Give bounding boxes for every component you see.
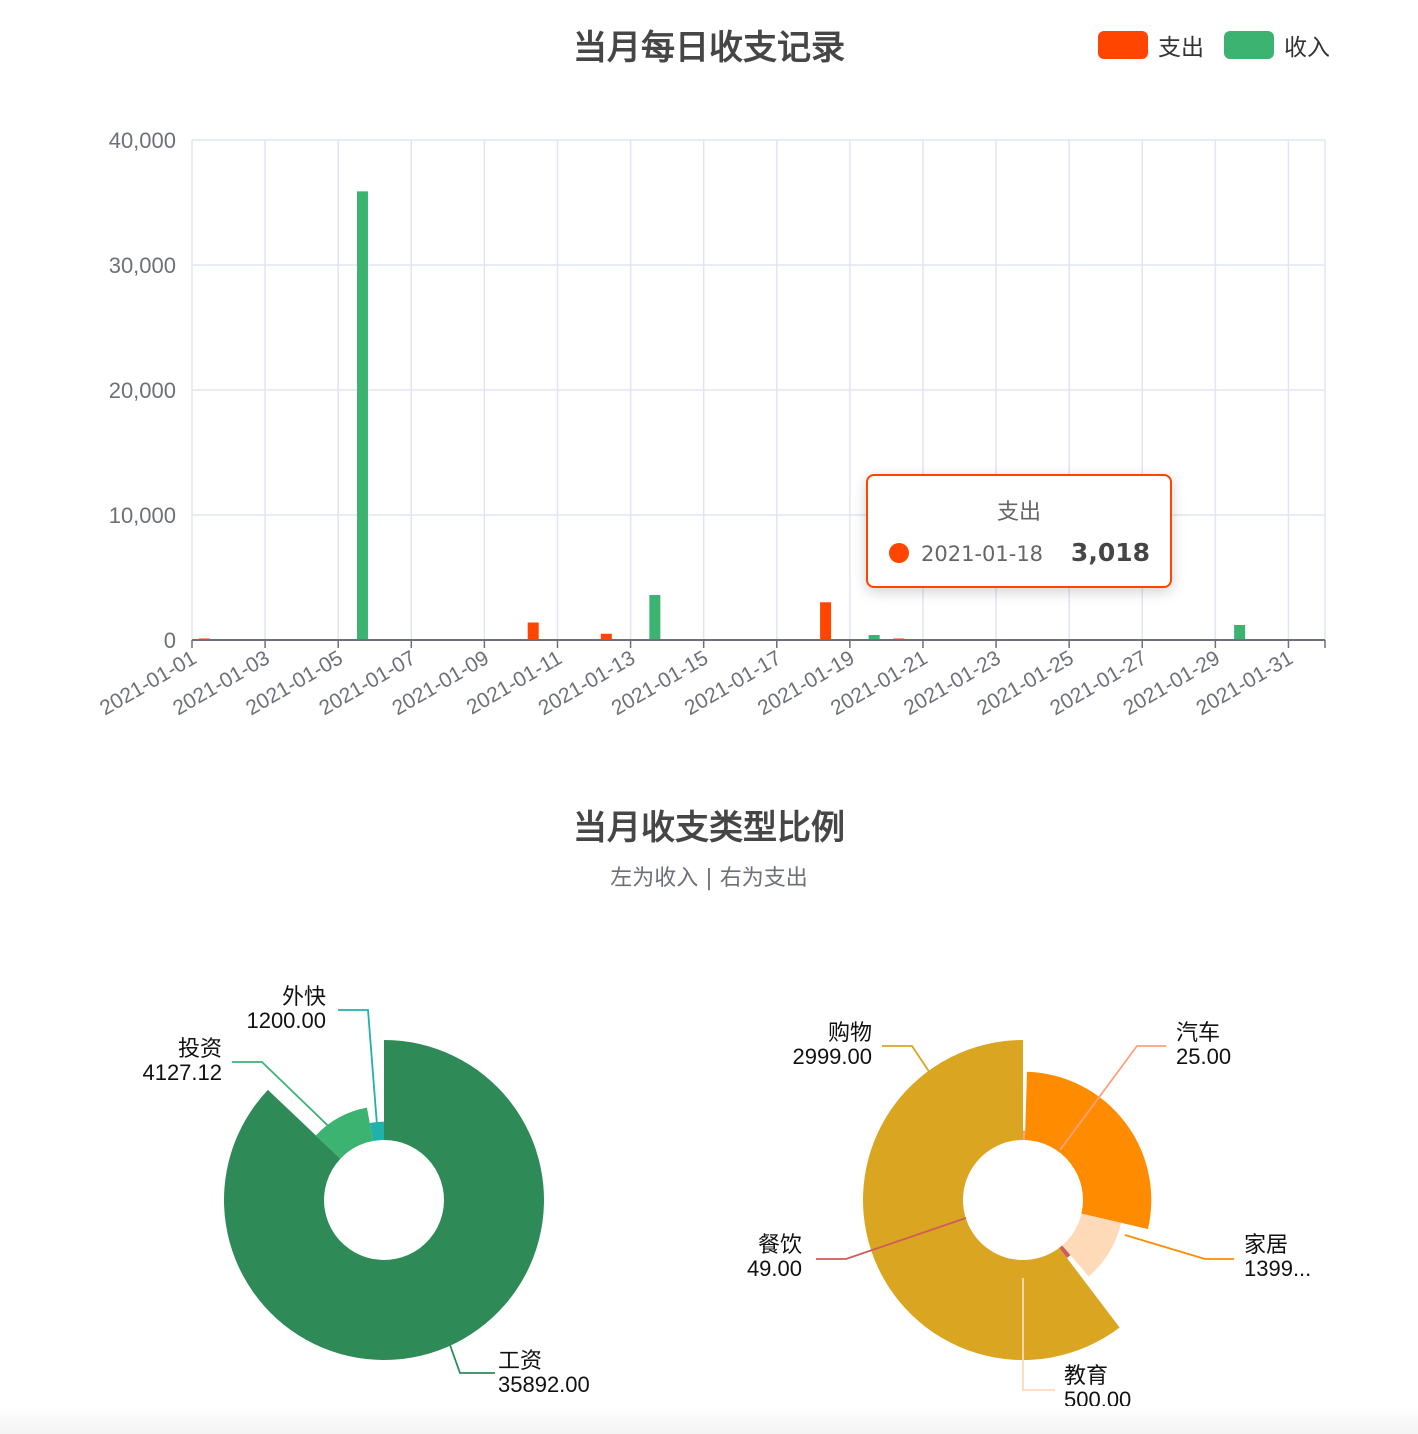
expense-label-value: 49.00 (747, 1256, 802, 1281)
legend-swatch-expense (1098, 31, 1148, 59)
expense-label-name: 汽车 (1176, 1020, 1220, 1045)
tooltip-marker-icon (889, 543, 909, 563)
legend: 支出 收入 (1098, 28, 1350, 62)
pie-slice-购物 (863, 1040, 1120, 1361)
tooltip: 支出 2021-01-18 3,018 (866, 474, 1172, 588)
leader-line (882, 1045, 931, 1074)
expense-label-value: 25.00 (1176, 1044, 1231, 1069)
pie-slice-家居 (1024, 1071, 1152, 1230)
expense-label-name: 购物 (828, 1020, 872, 1045)
pie-slice-投资 (315, 1107, 374, 1159)
pie-slice-教育 (1062, 1213, 1122, 1277)
pie-slice-工资 (223, 1040, 544, 1360)
tooltip-date: 2021-01-18 (921, 542, 1044, 566)
y-tick-label: 10,000 (109, 503, 176, 528)
income-bar (356, 191, 368, 640)
income-label-name: 投资 (178, 1036, 222, 1061)
income-label-value: 4127.12 (142, 1060, 222, 1085)
expense-label-name: 家居 (1244, 1232, 1288, 1257)
expense-label-name: 教育 (1064, 1363, 1108, 1388)
legend-label-income: 收入 (1284, 35, 1330, 61)
bar-chart-title: 当月每日收支记录 (573, 28, 845, 68)
income-bar (649, 595, 661, 640)
income-label-value: 35892.00 (498, 1372, 590, 1397)
leader-line (1124, 1234, 1234, 1260)
y-tick-label: 0 (164, 628, 176, 653)
expense-label-value: 1399... (1244, 1256, 1311, 1281)
leader-line (1059, 1045, 1166, 1151)
leader-line (1022, 1278, 1055, 1391)
leader-line (232, 1061, 349, 1146)
income-bar (868, 635, 880, 640)
income-bar (1234, 625, 1246, 640)
legend-item-expense[interactable]: 支出 (1098, 28, 1204, 62)
y-tick-label: 30,000 (109, 253, 176, 278)
y-tick-label: 20,000 (109, 378, 176, 403)
expense-bar (527, 622, 539, 640)
expense-label-value: 2999.00 (792, 1044, 872, 1069)
leader-line (338, 1009, 379, 1139)
pie-chart-subtitle: 左为收入 | 右为支出 (610, 866, 808, 891)
pie-slice-餐饮 (1059, 1245, 1071, 1259)
income-label-value: 1200.00 (246, 1008, 326, 1033)
income-label-name: 工资 (498, 1348, 542, 1373)
leader-line (449, 1344, 495, 1374)
income-label-name: 外快 (282, 984, 326, 1009)
legend-item-income[interactable]: 收入 (1224, 28, 1330, 62)
tooltip-series-name: 支出 (996, 500, 1041, 525)
tooltip-value: 3,018 (1070, 538, 1150, 567)
expense-bar (600, 633, 612, 640)
legend-label-expense: 支出 (1158, 35, 1204, 61)
leader-line (816, 1217, 967, 1260)
expense-label-name: 餐饮 (758, 1232, 802, 1257)
pie-chart-title: 当月收支类型比例 (573, 808, 845, 848)
y-tick-label: 40,000 (109, 128, 176, 153)
pie-slice-汽车 (1023, 1130, 1026, 1141)
legend-swatch-income (1224, 31, 1274, 59)
expense-bar (820, 602, 832, 640)
bar-chart: 010,00020,00030,00040,0002021-01-012021-… (96, 128, 1326, 720)
bottom-fade (0, 1406, 1418, 1434)
